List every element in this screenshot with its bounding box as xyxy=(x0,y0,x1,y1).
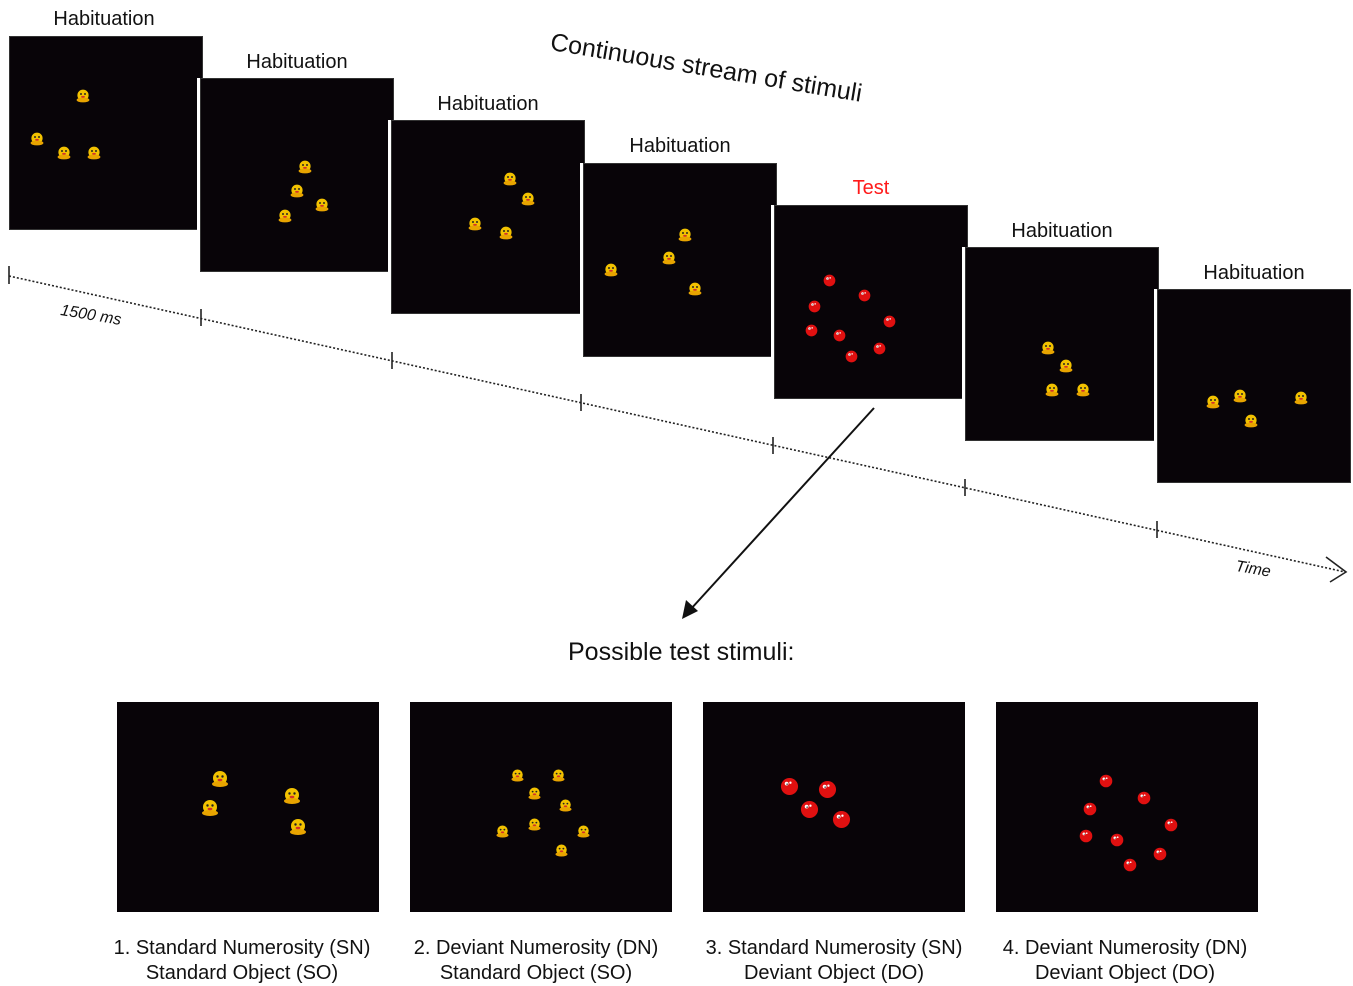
test-stimulus-frame-1 xyxy=(117,702,379,912)
duck-stimulus-icon xyxy=(520,191,536,212)
ball-stimulus-icon xyxy=(1164,818,1178,837)
habituation-frame-3 xyxy=(391,120,585,314)
frame-label-2: Habituation xyxy=(246,51,348,73)
duck-stimulus-icon xyxy=(289,183,305,204)
test-stimulus-caption-2: 2. Deviant Numerosity (DN) Standard Obje… xyxy=(386,936,686,986)
habituation-frame-1 xyxy=(9,36,203,230)
ball-stimulus-icon xyxy=(1110,833,1124,852)
duck-stimulus-icon xyxy=(1205,394,1221,415)
habituation-frame-4 xyxy=(583,163,777,357)
duck-stimulus-icon xyxy=(1040,340,1056,361)
ball-stimulus-icon xyxy=(818,780,837,804)
ball-stimulus-icon xyxy=(873,342,886,360)
caption-line-1: 3. Standard Numerosity (SN) xyxy=(705,937,963,959)
ball-stimulus-icon xyxy=(845,350,858,368)
duck-stimulus-icon xyxy=(210,769,230,794)
test-stimulus-frame-4 xyxy=(996,702,1258,912)
habituation-frame-6 xyxy=(965,247,1159,441)
duck-stimulus-icon xyxy=(1243,413,1259,434)
frame-label-3: Habituation xyxy=(437,93,539,115)
ball-stimulus-icon xyxy=(1079,829,1093,848)
duck-stimulus-icon xyxy=(314,197,330,218)
duck-stimulus-icon xyxy=(1058,358,1074,379)
duck-stimulus-icon xyxy=(200,798,220,823)
habituation-frame-7 xyxy=(1157,289,1351,483)
ball-stimulus-icon xyxy=(832,810,851,834)
ball-stimulus-icon xyxy=(858,289,871,307)
duck-stimulus-icon xyxy=(75,88,91,109)
duck-stimulus-icon xyxy=(282,786,302,811)
caption-line-2: Standard Object (SO) xyxy=(439,962,633,984)
duck-stimulus-icon xyxy=(495,824,510,844)
duck-stimulus-icon xyxy=(288,817,308,842)
ball-stimulus-icon xyxy=(883,315,896,333)
caption-line-2: Deviant Object (DO) xyxy=(743,962,925,984)
frame-label-7: Habituation xyxy=(1203,262,1305,284)
ball-stimulus-icon xyxy=(1137,791,1151,810)
duck-stimulus-icon xyxy=(498,225,514,246)
duck-stimulus-icon xyxy=(1044,382,1060,403)
ball-stimulus-icon xyxy=(780,777,799,801)
duck-stimulus-icon xyxy=(86,145,102,166)
ball-stimulus-icon xyxy=(1123,858,1137,877)
duck-stimulus-icon xyxy=(502,171,518,192)
duck-stimulus-icon xyxy=(527,817,542,837)
ball-stimulus-icon xyxy=(800,800,819,824)
duck-stimulus-icon xyxy=(576,824,591,844)
duck-stimulus-icon xyxy=(277,208,293,229)
ball-stimulus-icon xyxy=(823,274,836,292)
frame-label-6: Habituation xyxy=(1011,220,1113,242)
duck-stimulus-icon xyxy=(467,216,483,237)
duck-stimulus-icon xyxy=(29,131,45,152)
caption-line-1: 1. Standard Numerosity (SN) xyxy=(113,937,371,959)
ball-stimulus-icon xyxy=(1099,774,1113,793)
timeline-arrowhead xyxy=(1325,556,1348,583)
duck-stimulus-icon xyxy=(510,768,525,788)
test-frame xyxy=(774,205,968,399)
test-stimulus-frame-2 xyxy=(410,702,672,912)
caption-line-2: Standard Object (SO) xyxy=(145,962,339,984)
duck-stimulus-icon xyxy=(551,768,566,788)
duck-stimulus-icon xyxy=(554,843,569,863)
duck-stimulus-icon xyxy=(1293,390,1309,411)
duck-stimulus-icon xyxy=(677,227,693,248)
ball-stimulus-icon xyxy=(1083,802,1097,821)
stream-title: Continuous stream of stimuli xyxy=(548,28,865,108)
ball-stimulus-icon xyxy=(1153,847,1167,866)
frame-label-test: Test xyxy=(852,177,890,199)
frame-label-1: Habituation xyxy=(53,8,155,30)
frame-label-4: Habituation xyxy=(629,135,731,157)
duck-stimulus-icon xyxy=(56,145,72,166)
test-stimulus-caption-1: 1. Standard Numerosity (SN) Standard Obj… xyxy=(92,936,392,986)
interval-label: 1500 ms xyxy=(59,302,123,329)
duck-stimulus-icon xyxy=(1232,388,1248,409)
duck-stimulus-icon xyxy=(527,786,542,806)
caption-line-2: Deviant Object (DO) xyxy=(1034,962,1216,984)
duck-stimulus-icon xyxy=(1075,382,1091,403)
caption-line-1: 4. Deviant Numerosity (DN) xyxy=(1002,937,1248,959)
ball-stimulus-icon xyxy=(833,329,846,347)
duck-stimulus-icon xyxy=(558,798,573,818)
habituation-frame-2 xyxy=(200,78,394,272)
possible-test-stimuli-title: Possible test stimuli: xyxy=(568,638,795,666)
ball-stimulus-icon xyxy=(808,300,821,318)
time-axis-label: Time xyxy=(1234,558,1272,581)
duck-stimulus-icon xyxy=(687,281,703,302)
test-stimulus-caption-3: 3. Standard Numerosity (SN) Deviant Obje… xyxy=(684,936,984,986)
test-stimulus-frame-3 xyxy=(703,702,965,912)
test-pointer-arrow xyxy=(689,407,875,611)
duck-stimulus-icon xyxy=(603,262,619,283)
duck-stimulus-icon xyxy=(297,159,313,180)
test-stimulus-caption-4: 4. Deviant Numerosity (DN) Deviant Objec… xyxy=(975,936,1275,986)
ball-stimulus-icon xyxy=(805,324,818,342)
test-pointer-arrowhead xyxy=(682,600,698,619)
duck-stimulus-icon xyxy=(661,250,677,271)
caption-line-1: 2. Deviant Numerosity (DN) xyxy=(413,937,659,959)
